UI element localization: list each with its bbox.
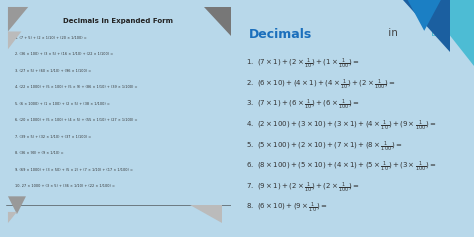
Text: 2.  $(6 \times 10) + (4 \times 1) + (4 \times \frac{1}{10}) + (2 \times \frac{1}: 2. $(6 \times 10) + (4 \times 1) + (4 \t… xyxy=(246,77,397,92)
Text: 4.  $(2 \times 100) + (3 \times 10) + (3 \times 1) + (4 \times \frac{1}{10}) + (: 4. $(2 \times 100) + (3 \times 10) + (3 … xyxy=(246,119,437,133)
Text: Decimals: Decimals xyxy=(249,28,312,41)
Polygon shape xyxy=(408,0,441,31)
Text: in: in xyxy=(385,28,401,38)
Text: 7.  $(9 \times 1) + (2 \times \frac{1}{10}) + (2 \times \frac{1}{100}) =$: 7. $(9 \times 1) + (2 \times \frac{1}{10… xyxy=(246,181,361,195)
Text: 7. (39 × 5) + (32 × 1/10) + (37 × 1/100) =: 7. (39 × 5) + (32 × 1/10) + (37 × 1/100)… xyxy=(15,135,91,139)
Polygon shape xyxy=(190,205,222,223)
Text: 9. (69 × 1000) + (3 × 50) + (5 × 2) + (7 × 1/10) + (17 × 1/100) =: 9. (69 × 1000) + (3 × 50) + (5 × 2) + (7… xyxy=(15,168,133,172)
Polygon shape xyxy=(422,0,474,66)
Polygon shape xyxy=(8,196,26,214)
Text: 8.  $(6 \times 10) + (9 \times \frac{1}{10}) =$: 8. $(6 \times 10) + (9 \times \frac{1}{1… xyxy=(246,201,328,215)
Polygon shape xyxy=(8,32,21,49)
Text: 3. (27 × 5) + (60 × 1/10) + (96 × 1/100) =: 3. (27 × 5) + (60 × 1/10) + (96 × 1/100)… xyxy=(15,69,91,73)
Text: 5. (6 × 1000) + (1 × 100) + (2 × 5) + (38 × 1/100) =: 5. (6 × 1000) + (1 × 100) + (2 × 5) + (3… xyxy=(15,102,109,106)
Text: 1. (7 + 5) + (2 × 1/10) + (20 × 1/100) =: 1. (7 + 5) + (2 × 1/10) + (20 × 1/100) = xyxy=(15,36,86,40)
Text: 1.  $(7 \times 1) + (2 \times \frac{1}{10}) + (1 \times \frac{1}{100}) =$: 1. $(7 \times 1) + (2 \times \frac{1}{10… xyxy=(246,57,361,71)
Text: 8. (36 × 90) + (9 × 1/10) =: 8. (36 × 90) + (9 × 1/10) = xyxy=(15,151,63,155)
Text: 5.  $(5 \times 100) + (2 \times 10) + (7 \times 1) + (8 \times \frac{1}{100}) =$: 5. $(5 \times 100) + (2 \times 10) + (7 … xyxy=(246,139,403,154)
Text: 4. (22 × 1000) + (5 × 100) + (5 × 9) + (86 × 1/10) + (39 × 1/100) =: 4. (22 × 1000) + (5 × 100) + (5 × 9) + (… xyxy=(15,85,137,89)
Text: 6. (20 × 1000) + (5 × 100) + (4 × 5) + (55 × 1/10) + (27 × 1/100) =: 6. (20 × 1000) + (5 × 100) + (4 × 5) + (… xyxy=(15,118,137,122)
Text: Decimals in Expanded Form: Decimals in Expanded Form xyxy=(63,18,173,24)
Polygon shape xyxy=(204,7,231,36)
Text: 6.  $(8 \times 100) + (5 \times 10) + (4 \times 1) + (5 \times \frac{1}{10}) + (: 6. $(8 \times 100) + (5 \times 10) + (4 … xyxy=(246,160,437,174)
Text: 3.  $(7 \times 1) + (6 \times \frac{1}{10}) + (6 \times \frac{1}{100}) =$: 3. $(7 \times 1) + (6 \times \frac{1}{10… xyxy=(246,98,361,112)
Text: Expanded: Expanded xyxy=(431,28,474,38)
Polygon shape xyxy=(8,212,17,223)
Polygon shape xyxy=(8,7,28,32)
Polygon shape xyxy=(403,0,450,52)
Text: 10. 27 × 1000 + (3 × 5) + (36 × 1/10) + (22 × 1/100) =: 10. 27 × 1000 + (3 × 5) + (36 × 1/10) + … xyxy=(15,184,115,188)
Text: 2. (36 × 100) + (3 × 5) + (16 × 1/10) + (22 × 1/100) =: 2. (36 × 100) + (3 × 5) + (16 × 1/10) + … xyxy=(15,52,113,56)
